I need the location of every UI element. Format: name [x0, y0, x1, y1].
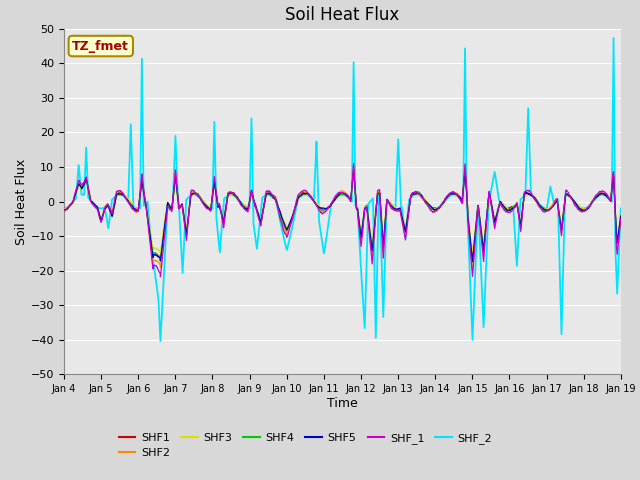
Y-axis label: Soil Heat Flux: Soil Heat Flux [15, 158, 28, 245]
Text: TZ_fmet: TZ_fmet [72, 39, 129, 52]
Legend: SHF1, SHF2, SHF3, SHF4, SHF5, SHF_1, SHF_2: SHF1, SHF2, SHF3, SHF4, SHF5, SHF_1, SHF… [114, 428, 497, 463]
X-axis label: Time: Time [327, 397, 358, 410]
Title: Soil Heat Flux: Soil Heat Flux [285, 6, 399, 24]
